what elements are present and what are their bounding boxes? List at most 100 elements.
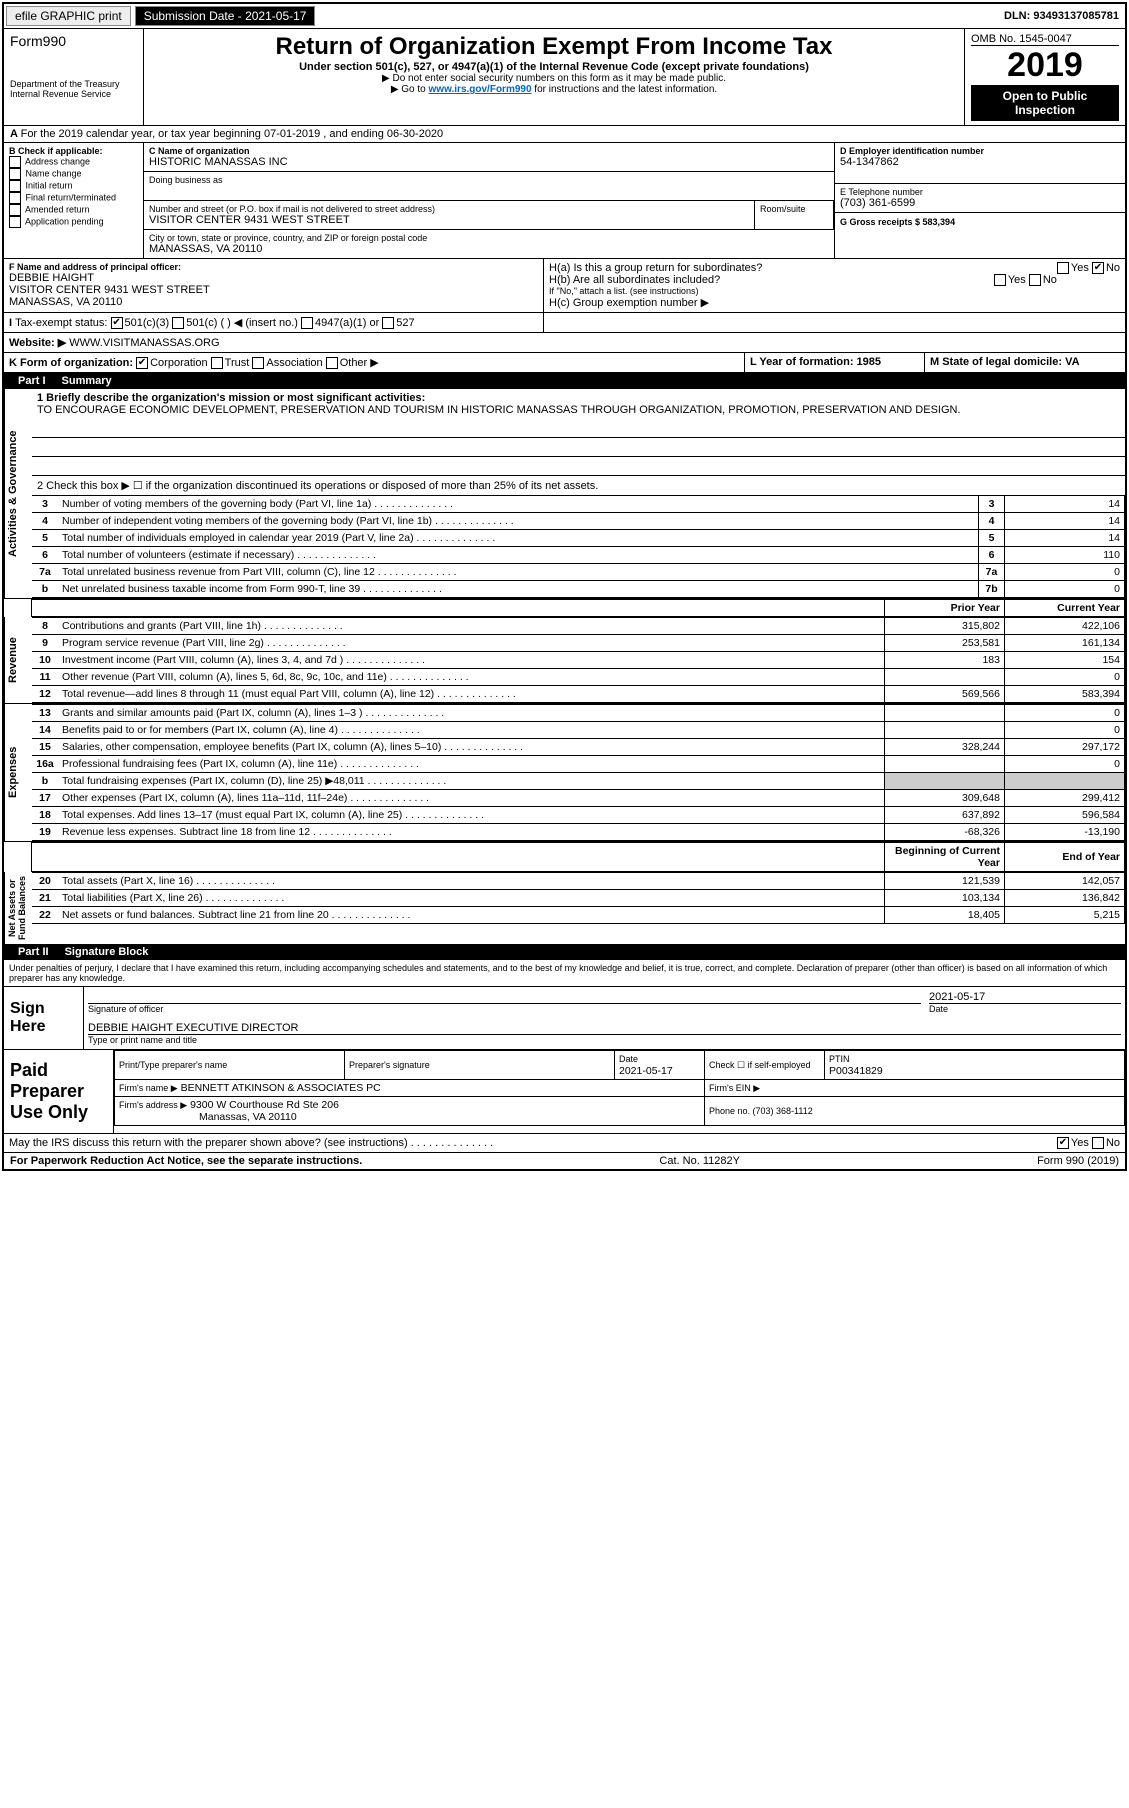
open-inspection: Open to Public Inspection	[971, 85, 1119, 121]
line-text: Benefits paid to or for members (Part IX…	[58, 722, 885, 739]
line-val: 110	[1005, 547, 1125, 564]
prior-val: 569,566	[885, 686, 1005, 703]
officer-addr2: MANASSAS, VA 20110	[9, 296, 538, 308]
k-trust[interactable]	[211, 357, 223, 369]
line-text: Number of independent voting members of …	[58, 513, 979, 530]
ein: 54-1347862	[840, 156, 1120, 168]
firm-phone: Phone no. (703) 368-1112	[709, 1106, 813, 1116]
q1-label: 1 Briefly describe the organization's mi…	[37, 392, 425, 404]
part2-title: Signature Block	[65, 946, 149, 958]
efile-button[interactable]: efile GRAPHIC print	[6, 6, 131, 26]
prep-date-label: Date	[619, 1054, 638, 1064]
line-box: 6	[979, 547, 1005, 564]
k-assoc[interactable]	[252, 357, 264, 369]
col-prior: Prior Year	[885, 600, 1005, 617]
tax-year: 2019	[971, 46, 1119, 85]
line-val: 14	[1005, 496, 1125, 513]
form990-link[interactable]: www.irs.gov/Form990	[429, 84, 532, 95]
dba-label: Doing business as	[149, 175, 829, 185]
side-ag: Activities & Governance	[4, 389, 32, 598]
city-label: City or town, state or province, country…	[149, 233, 829, 243]
boxb-check[interactable]	[9, 168, 21, 180]
hb-yes[interactable]	[994, 274, 1006, 286]
line-val: 14	[1005, 513, 1125, 530]
sig-officer-label: Signature of officer	[88, 1004, 921, 1014]
footer-right: Form 990 (2019)	[1037, 1155, 1119, 1167]
current-val: 154	[1005, 652, 1125, 669]
line-num: 6	[32, 547, 58, 564]
box-j-label: Website: ▶	[9, 337, 66, 349]
form-number: 990	[43, 33, 66, 49]
line-box: 7a	[979, 564, 1005, 581]
i-4947[interactable]	[301, 317, 313, 329]
ptin: P00341829	[829, 1065, 883, 1077]
prior-val: 315,802	[885, 618, 1005, 635]
line-num: 7a	[32, 564, 58, 581]
k-corp[interactable]	[136, 357, 148, 369]
line-text: Other expenses (Part IX, column (A), lin…	[58, 790, 885, 807]
boxb-item: Amended return	[25, 204, 90, 214]
prior-val	[885, 705, 1005, 722]
prior-val: 103,134	[885, 890, 1005, 907]
boxb-item: Address change	[25, 156, 90, 166]
submission-date-button[interactable]: Submission Date - 2021-05-17	[135, 6, 316, 26]
line-num: 5	[32, 530, 58, 547]
discuss-yes[interactable]	[1057, 1137, 1069, 1149]
officer-name-title: DEBBIE HAIGHT EXECUTIVE DIRECTOR	[88, 1022, 1121, 1035]
name-title-label: Type or print name and title	[88, 1035, 1121, 1045]
col-end: End of Year	[1005, 843, 1125, 872]
box-i-label: Tax-exempt status:	[15, 317, 107, 329]
line-text: Total assets (Part X, line 16)	[58, 873, 885, 890]
current-val: -13,190	[1005, 824, 1125, 841]
line-num: 12	[32, 686, 58, 703]
line-box: 7b	[979, 581, 1005, 598]
line-num: 14	[32, 722, 58, 739]
line-text: Total number of volunteers (estimate if …	[58, 547, 979, 564]
ha-yes[interactable]	[1057, 262, 1069, 274]
line-text: Professional fundraising fees (Part IX, …	[58, 756, 885, 773]
footer-mid: Cat. No. 11282Y	[659, 1155, 740, 1167]
form-subtitle: Under section 501(c), 527, or 4947(a)(1)…	[150, 61, 958, 73]
box-e-label: E Telephone number	[840, 187, 1120, 197]
boxb-check[interactable]	[9, 180, 21, 192]
boxb-item: Application pending	[25, 216, 104, 226]
boxb-check[interactable]	[9, 216, 21, 228]
line-num: 10	[32, 652, 58, 669]
line-box: 3	[979, 496, 1005, 513]
col-begin: Beginning of Current Year	[885, 843, 1005, 872]
discuss-no[interactable]	[1092, 1137, 1104, 1149]
dln-label: DLN: 93493137085781	[1004, 10, 1125, 22]
prior-val: 309,648	[885, 790, 1005, 807]
current-val: 297,172	[1005, 739, 1125, 756]
check-self: Check ☐ if self-employed	[709, 1060, 811, 1070]
prep-name-label: Print/Type preparer's name	[119, 1060, 227, 1070]
current-val: 0	[1005, 756, 1125, 773]
box-g: G Gross receipts $ 583,394	[840, 217, 955, 227]
line-num: 18	[32, 807, 58, 824]
q1-text: TO ENCOURAGE ECONOMIC DEVELOPMENT, PRESE…	[37, 404, 961, 416]
line-num: 20	[32, 873, 58, 890]
i-501c3[interactable]	[111, 317, 123, 329]
line-text: Total fundraising expenses (Part IX, col…	[58, 773, 885, 790]
current-val: 0	[1005, 722, 1125, 739]
boxb-check[interactable]	[9, 156, 21, 168]
i-501c[interactable]	[172, 317, 184, 329]
line-num: 8	[32, 618, 58, 635]
discuss-label: May the IRS discuss this return with the…	[9, 1137, 493, 1149]
prior-val: 121,539	[885, 873, 1005, 890]
line-text: Total liabilities (Part X, line 26)	[58, 890, 885, 907]
sign-here: Sign Here	[4, 987, 84, 1049]
i-527[interactable]	[382, 317, 394, 329]
line-num: 15	[32, 739, 58, 756]
prior-val: 637,892	[885, 807, 1005, 824]
prior-val: 183	[885, 652, 1005, 669]
line-val: 0	[1005, 581, 1125, 598]
hb-no[interactable]	[1029, 274, 1041, 286]
ha-no[interactable]	[1092, 262, 1104, 274]
boxb-check[interactable]	[9, 204, 21, 216]
officer-name: DEBBIE HAIGHT	[9, 272, 538, 284]
boxb-check[interactable]	[9, 192, 21, 204]
line-text: Grants and similar amounts paid (Part IX…	[58, 705, 885, 722]
line-num: 13	[32, 705, 58, 722]
k-other[interactable]	[326, 357, 338, 369]
